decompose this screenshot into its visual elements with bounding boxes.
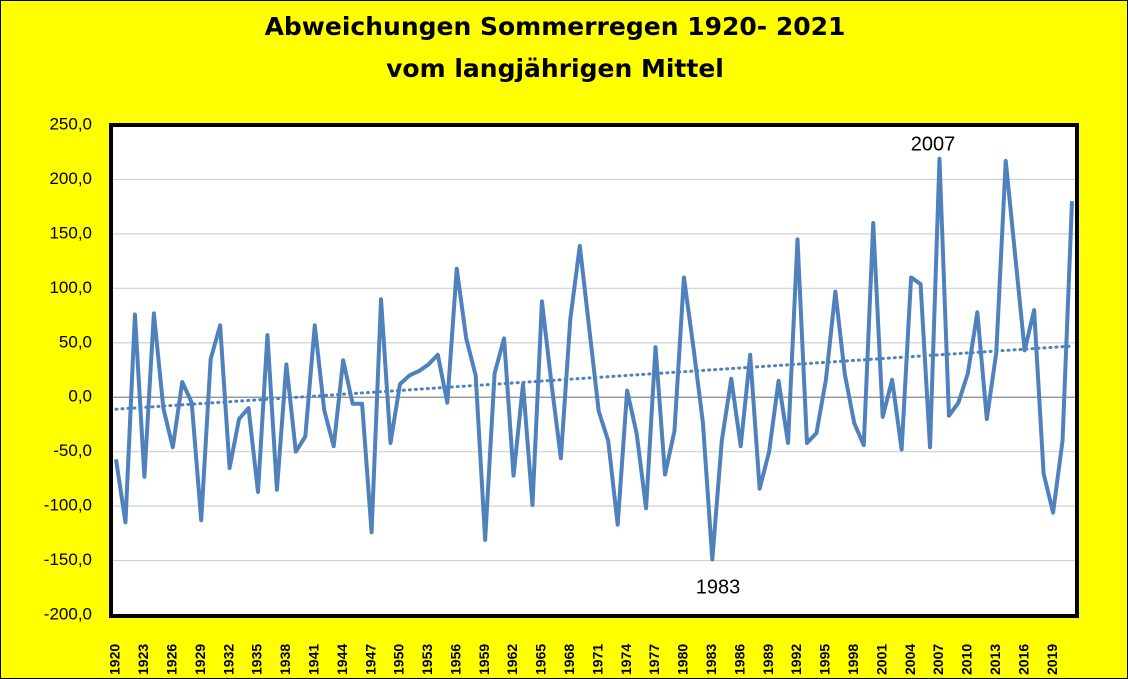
annotation: 1983: [696, 576, 741, 598]
plot-frame: [109, 123, 1079, 618]
trend-line: [114, 344, 1074, 411]
x-tick-label: 1938: [277, 644, 293, 675]
y-tick-label: 150,0: [49, 223, 92, 242]
y-tick-label: 200,0: [49, 169, 92, 188]
y-tick-label: 0,0: [68, 387, 92, 406]
x-tick-label: 1929: [192, 644, 208, 675]
x-tick-label: 1998: [845, 644, 861, 675]
x-tick-label: 1965: [533, 644, 549, 675]
y-tick-label: 50,0: [59, 332, 92, 351]
x-tick-label: 2019: [1044, 644, 1060, 675]
x-tick-label: 1980: [675, 644, 691, 675]
x-tick-label: 2001: [873, 644, 889, 675]
x-tick-label: 1974: [618, 644, 634, 675]
chart-subtitle: vom langjährigen Mittel: [386, 54, 724, 83]
x-tick-label: 1989: [760, 644, 776, 675]
x-tick-label: 1983: [703, 644, 719, 675]
x-tick-label: 1956: [447, 644, 463, 675]
x-tick-label: 1947: [362, 644, 378, 675]
x-tick-label: 2010: [959, 644, 975, 675]
annotation: 2007: [911, 133, 956, 155]
y-tick-label: -200,0: [44, 604, 92, 623]
x-tick-label: 1977: [646, 644, 662, 675]
x-tick-label: 1962: [504, 644, 520, 675]
x-tick-label: 1944: [334, 644, 350, 675]
x-tick-label: 1986: [731, 644, 747, 675]
y-tick-label: 100,0: [49, 278, 92, 297]
x-tick-label: 1968: [561, 644, 577, 675]
x-tick-label: 1992: [788, 644, 804, 675]
marks: [114, 156, 1074, 562]
x-tick-label: 1971: [589, 644, 605, 675]
x-tick-label: 1932: [220, 644, 236, 675]
x-tick-label: 1926: [163, 644, 179, 675]
x-tick-label: 2007: [930, 644, 946, 675]
x-tick-label: 1953: [419, 644, 435, 675]
chart-title: Abweichungen Sommerregen 1920- 2021: [265, 12, 846, 41]
data-line: [114, 156, 1074, 562]
x-tick-label: 2013: [987, 644, 1003, 675]
x-tick-label: 1920: [107, 644, 123, 675]
y-tick-label: -100,0: [44, 496, 92, 515]
x-tick-label: 1950: [391, 644, 407, 675]
x-tick-label: 1935: [249, 644, 265, 675]
x-tick-label: 1959: [476, 644, 492, 675]
x-tick-label: 1941: [305, 644, 321, 675]
x-tick-label: 1923: [135, 644, 151, 675]
y-tick-label: -150,0: [44, 550, 92, 569]
y-tick-label: -50,0: [53, 441, 92, 460]
y-tick-label: 250,0: [49, 114, 92, 133]
x-tick-label: 2016: [1015, 644, 1031, 675]
x-tick-label: 2004: [902, 644, 918, 675]
x-tick-label: 1995: [817, 644, 833, 675]
